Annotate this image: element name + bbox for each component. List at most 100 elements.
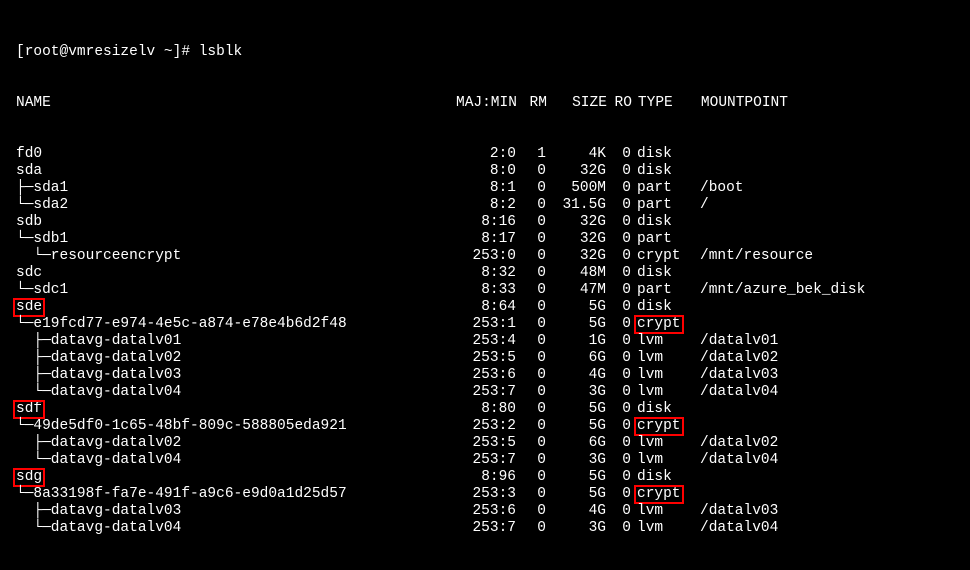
- device-majmin: 253:6: [456, 367, 516, 384]
- device-type: lvm: [631, 520, 692, 537]
- device-ro: 0: [606, 316, 631, 333]
- device-majmin: 8:96: [456, 469, 516, 486]
- device-ro: 0: [606, 469, 631, 486]
- device-size: 500M: [546, 180, 606, 197]
- highlight-box: sdg: [14, 469, 44, 486]
- device-rm: 0: [516, 520, 546, 537]
- device-name: └─sda2: [16, 197, 456, 214]
- device-name: ├─datavg-datalv02: [16, 350, 456, 367]
- device-name: └─49de5df0-1c65-48bf-809c-588805eda921: [16, 418, 456, 435]
- device-type: disk: [631, 146, 692, 163]
- device-name: sdc: [16, 265, 456, 282]
- device-size: 4K: [546, 146, 606, 163]
- device-name: sdf: [16, 401, 456, 418]
- device-ro: 0: [606, 180, 631, 197]
- device-type: crypt: [631, 316, 692, 333]
- device-size: 3G: [546, 384, 606, 401]
- device-rm: 0: [516, 282, 546, 299]
- device-ro: 0: [606, 163, 631, 180]
- device-ro: 0: [606, 418, 631, 435]
- device-name: └─datavg-datalv04: [16, 384, 456, 401]
- device-type: lvm: [631, 435, 692, 452]
- device-rm: 0: [516, 435, 546, 452]
- device-majmin: 2:0: [456, 146, 516, 163]
- device-majmin: 253:5: [456, 350, 516, 367]
- lsblk-row: sde8:6405G0disk: [16, 299, 954, 316]
- device-rm: 0: [516, 469, 546, 486]
- device-rm: 0: [516, 231, 546, 248]
- device-majmin: 253:1: [456, 316, 516, 333]
- device-ro: 0: [606, 299, 631, 316]
- device-majmin: 8:0: [456, 163, 516, 180]
- shell-prompt: [root@vmresizelv ~]#: [16, 44, 199, 61]
- device-name: ├─sda1: [16, 180, 456, 197]
- device-mountpoint: /datalv04: [692, 384, 954, 401]
- device-mountpoint: /datalv01: [692, 333, 954, 350]
- device-name: └─datavg-datalv04: [16, 452, 456, 469]
- device-mountpoint: /mnt/azure_bek_disk: [692, 282, 954, 299]
- device-ro: 0: [606, 265, 631, 282]
- device-mountpoint: [692, 163, 954, 180]
- device-type: disk: [631, 214, 692, 231]
- device-rm: 0: [516, 452, 546, 469]
- highlight-box: crypt: [635, 418, 683, 435]
- device-type: part: [631, 282, 692, 299]
- device-mountpoint: /datalv03: [692, 367, 954, 384]
- device-mountpoint: [692, 265, 954, 282]
- device-size: 32G: [546, 231, 606, 248]
- device-size: 31.5G: [546, 197, 606, 214]
- device-mountpoint: /datalv04: [692, 452, 954, 469]
- device-size: 32G: [546, 248, 606, 265]
- prompt-line[interactable]: [root@vmresizelv ~]# lsblk: [16, 44, 954, 61]
- device-type: disk: [631, 401, 692, 418]
- device-majmin: 8:17: [456, 231, 516, 248]
- device-majmin: 253:6: [456, 503, 516, 520]
- device-size: 5G: [546, 469, 606, 486]
- device-size: 3G: [546, 520, 606, 537]
- device-type: lvm: [631, 350, 692, 367]
- highlight-box: crypt: [635, 316, 683, 333]
- lsblk-row: └─e19fcd77-e974-4e5c-a874-e78e4b6d2f4825…: [16, 316, 954, 333]
- lsblk-header: NAME MAJ:MIN RM SIZE RO TYPE MOUNTPOINT: [16, 95, 954, 112]
- device-type: part: [631, 231, 692, 248]
- device-mountpoint: [692, 214, 954, 231]
- lsblk-row: ├─datavg-datalv02253:506G0lvm/datalv02: [16, 435, 954, 452]
- lsblk-row: └─sdc18:33047M0part/mnt/azure_bek_disk: [16, 282, 954, 299]
- lsblk-row: └─resourceencrypt253:0032G0crypt/mnt/res…: [16, 248, 954, 265]
- device-type: part: [631, 197, 692, 214]
- device-name: └─datavg-datalv04: [16, 520, 456, 537]
- device-type: lvm: [631, 452, 692, 469]
- col-size: SIZE: [547, 95, 607, 112]
- device-rm: 0: [516, 350, 546, 367]
- device-rm: 0: [516, 197, 546, 214]
- device-type: crypt: [631, 248, 692, 265]
- lsblk-rows: fd02:014K0disksda8:0032G0disk├─sda18:105…: [16, 146, 954, 537]
- device-ro: 0: [606, 384, 631, 401]
- device-majmin: 253:5: [456, 435, 516, 452]
- device-mountpoint: /boot: [692, 180, 954, 197]
- device-size: 48M: [546, 265, 606, 282]
- lsblk-row: ├─datavg-datalv02253:506G0lvm/datalv02: [16, 350, 954, 367]
- device-ro: 0: [606, 367, 631, 384]
- device-size: 3G: [546, 452, 606, 469]
- device-mountpoint: [692, 299, 954, 316]
- device-mountpoint: [692, 469, 954, 486]
- device-mountpoint: /datalv04: [692, 520, 954, 537]
- lsblk-row: fd02:014K0disk: [16, 146, 954, 163]
- device-mountpoint: /: [692, 197, 954, 214]
- lsblk-row: sdf8:8005G0disk: [16, 401, 954, 418]
- device-ro: 0: [606, 452, 631, 469]
- device-majmin: 253:0: [456, 248, 516, 265]
- device-majmin: 8:32: [456, 265, 516, 282]
- device-rm: 0: [516, 214, 546, 231]
- lsblk-row: sdc8:32048M0disk: [16, 265, 954, 282]
- device-name: fd0: [16, 146, 456, 163]
- lsblk-row: ├─datavg-datalv01253:401G0lvm/datalv01: [16, 333, 954, 350]
- device-size: 6G: [546, 350, 606, 367]
- device-ro: 0: [606, 350, 631, 367]
- device-name: └─e19fcd77-e974-4e5c-a874-e78e4b6d2f48: [16, 316, 456, 333]
- device-majmin: 8:80: [456, 401, 516, 418]
- device-rm: 0: [516, 418, 546, 435]
- device-size: 47M: [546, 282, 606, 299]
- device-majmin: 8:16: [456, 214, 516, 231]
